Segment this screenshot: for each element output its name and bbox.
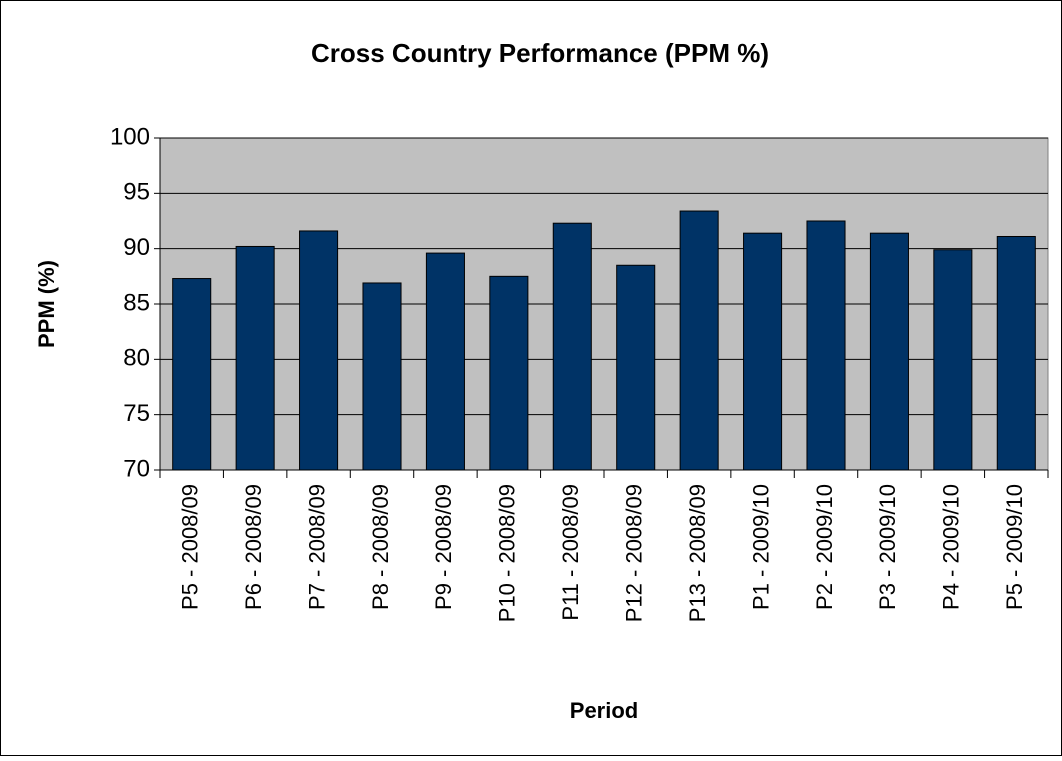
y-tick-label: 95 [123,179,150,206]
x-tick-label: P3 - 2009/10 [875,484,900,610]
bar [489,275,529,471]
y-tick-label: 80 [123,345,150,372]
y-tick-label: 75 [123,400,150,427]
y-tick-label: 100 [110,123,150,150]
y-tick-label: 90 [123,234,150,261]
bar [552,222,592,471]
bar [172,278,212,471]
x-tick-label: P5 - 2009/10 [1002,484,1027,610]
x-tick-label: P5 - 2008/09 [178,484,203,610]
bar [933,249,973,471]
x-tick-label: P8 - 2008/09 [368,484,393,610]
bar [299,230,339,471]
x-tick-label: P1 - 2009/10 [748,484,773,610]
x-tick-label: P9 - 2008/09 [431,484,456,610]
bar [616,264,656,471]
chart-title: Cross Country Performance (PPM %) [311,38,769,68]
bar [743,232,783,471]
x-tick-label: P10 - 2008/09 [495,484,520,622]
x-tick-label: P13 - 2008/09 [685,484,710,622]
x-tick-label: P6 - 2008/09 [241,484,266,610]
x-tick-label: P12 - 2008/09 [622,484,647,622]
bar [869,232,909,471]
y-axis-label: PPM (%) [34,260,59,348]
bar [679,210,719,471]
bar [235,245,275,471]
bar [362,282,402,471]
x-axis-label: Period [570,698,638,723]
bar [996,235,1036,471]
x-tick-label: P11 - 2008/09 [558,484,583,621]
bar [806,220,846,471]
bar [425,252,465,471]
x-tick-label: P4 - 2009/10 [939,484,964,610]
x-tick-label: P7 - 2008/09 [304,484,329,610]
y-tick-label: 70 [123,455,150,482]
x-tick-label: P2 - 2009/10 [812,484,837,610]
y-tick-label: 85 [123,289,150,316]
